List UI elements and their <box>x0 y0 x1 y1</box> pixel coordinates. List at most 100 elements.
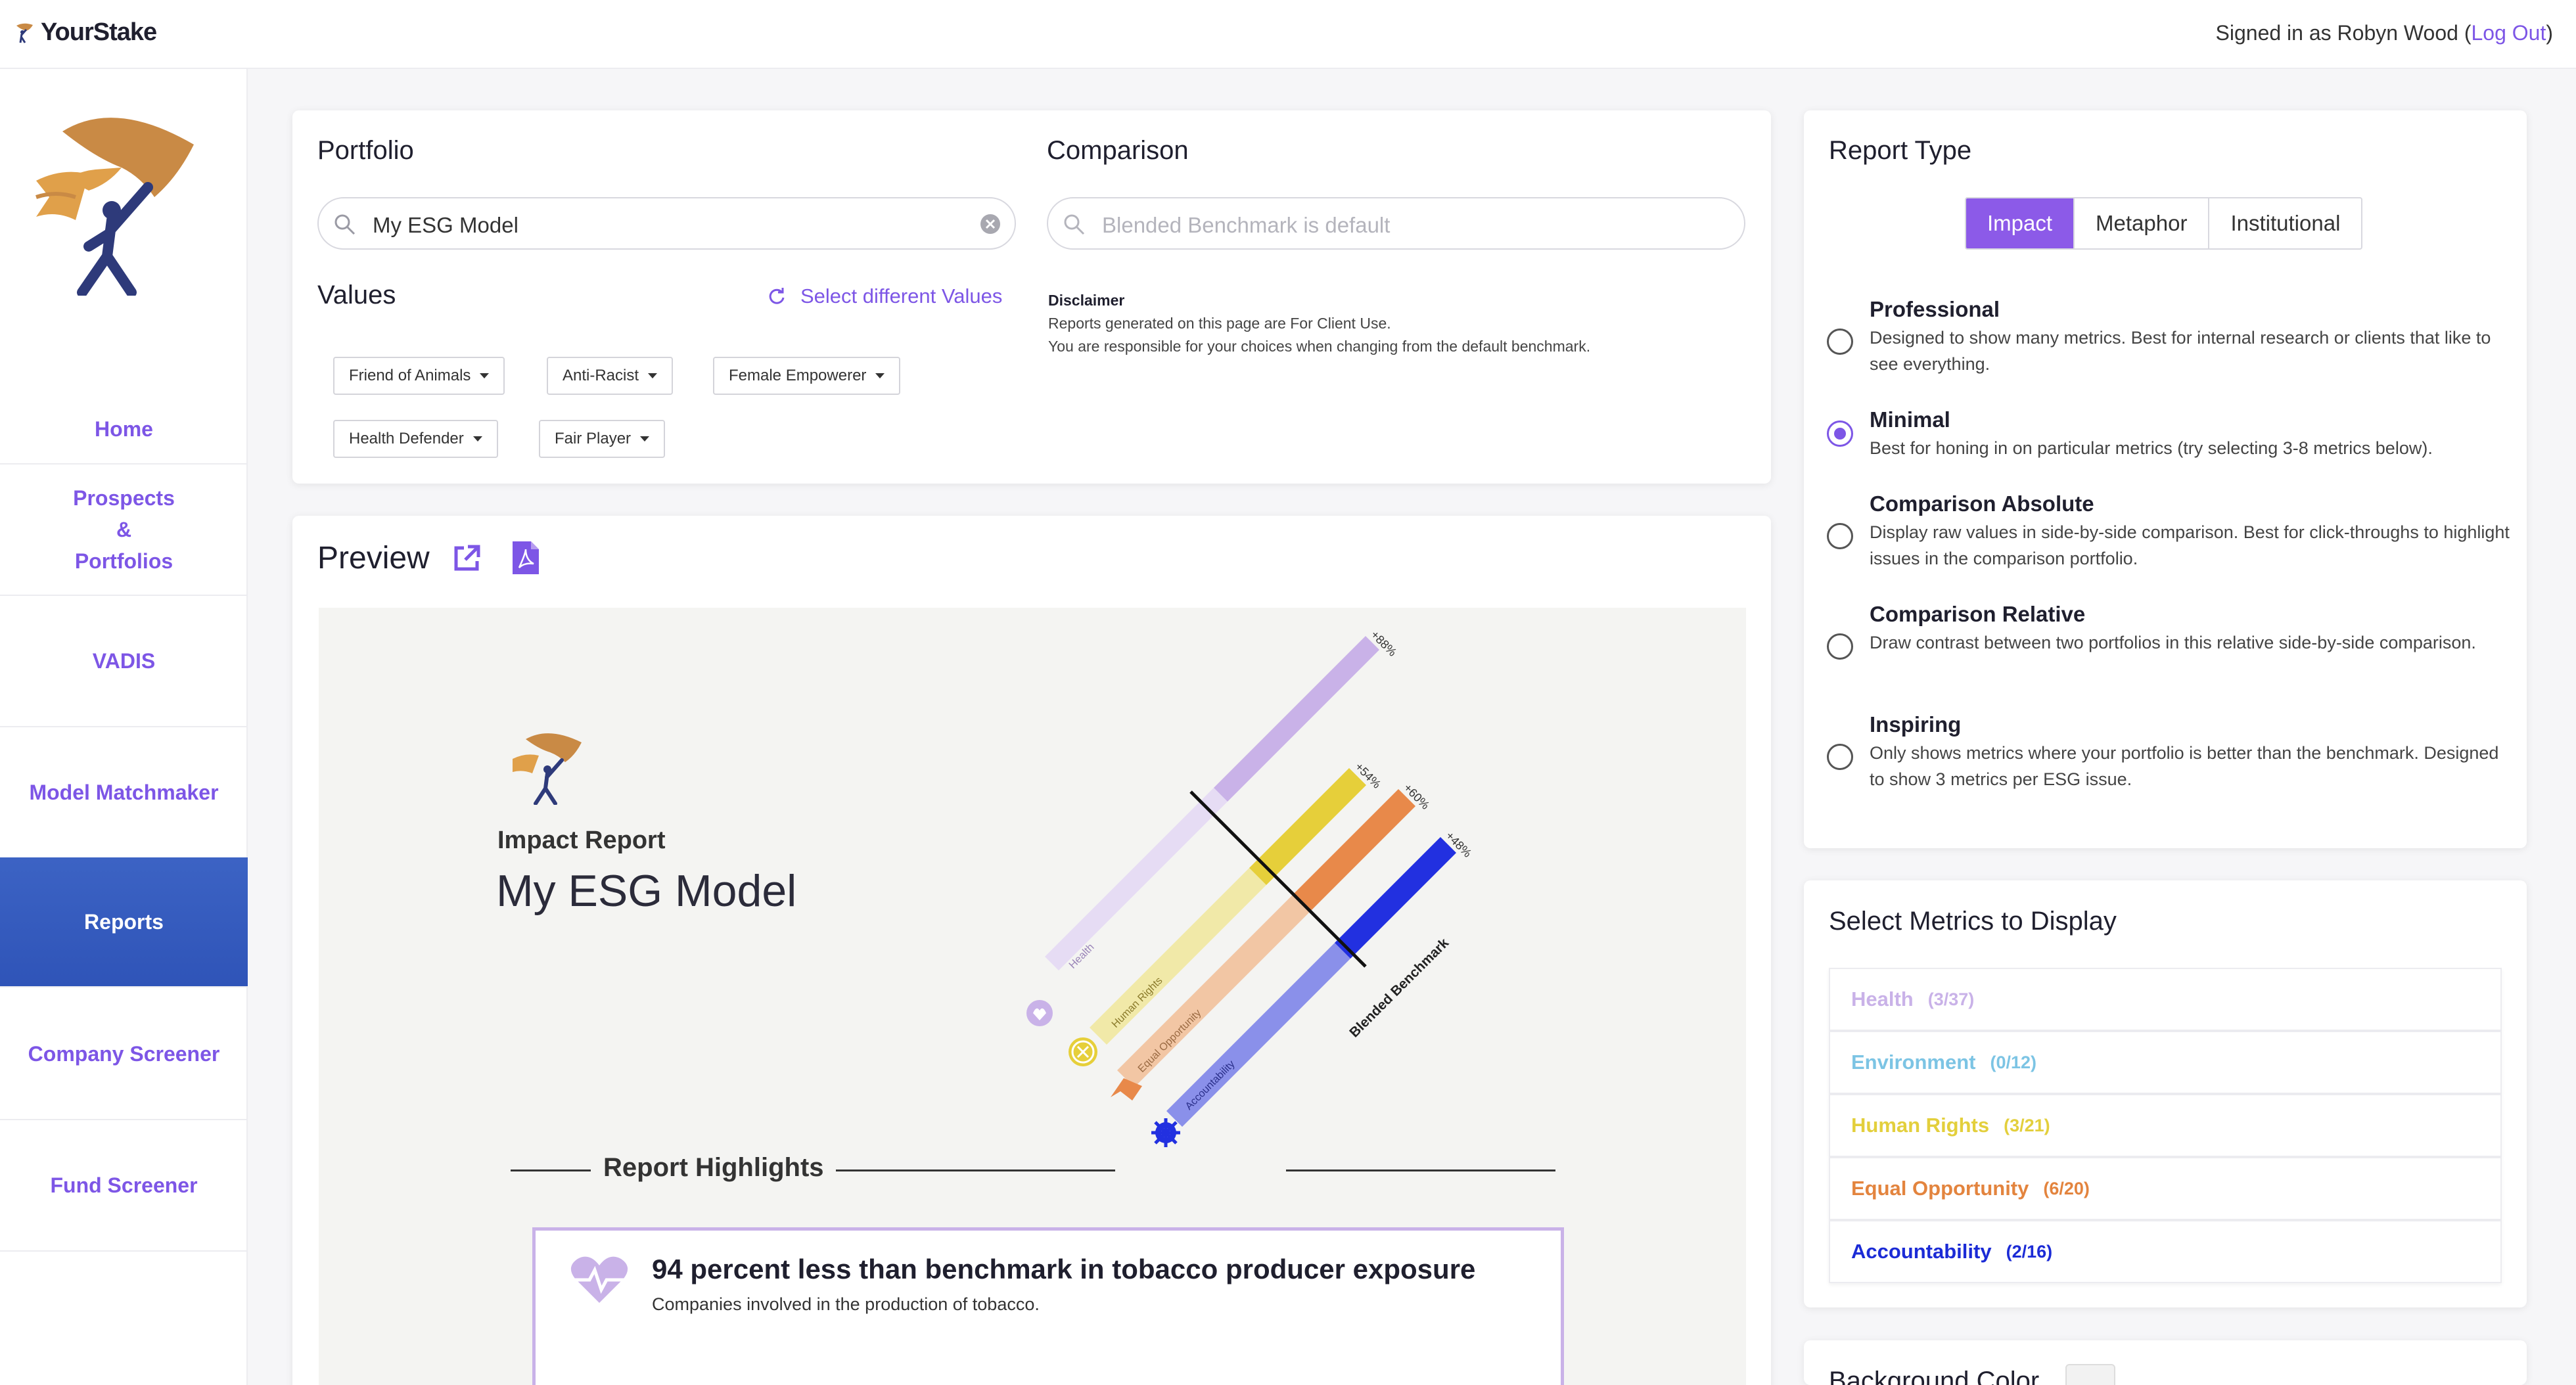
value-chip-health-defender[interactable]: Health Defender <box>333 420 498 458</box>
radio-inspiring[interactable] <box>1827 744 1853 770</box>
values-title: Values <box>317 281 396 309</box>
sidebar-item-home[interactable]: Home <box>0 394 248 465</box>
yourstake-logo-icon <box>16 23 33 43</box>
impact-chart: Health +88% Human Rights +54% Equal Oppo… <box>1026 628 1474 1147</box>
metric-count: (0/12) <box>1990 1052 2037 1072</box>
clear-icon[interactable] <box>979 213 1001 235</box>
option-desc: Draw contrast between two portfolios in … <box>1870 633 2476 652</box>
metric-label: Equal Opportunity <box>1851 1177 2029 1200</box>
report-highlights-title: Report Highlights <box>603 1153 824 1182</box>
heart-pulse-icon <box>570 1256 628 1303</box>
caret-down-icon <box>875 373 885 378</box>
background-color-title: Background Color <box>1829 1367 2040 1385</box>
radio-minimal[interactable] <box>1827 420 1853 447</box>
human-rights-issue-icon <box>1069 1037 1097 1066</box>
chip-label: Health Defender <box>349 430 464 447</box>
option-title: Comparison Absolute <box>1870 491 2094 516</box>
disclaimer-title: Disclaimer <box>1048 292 1125 309</box>
highlight-subtext: Companies involved in the production of … <box>652 1294 1040 1314</box>
divider-line <box>836 1169 1115 1171</box>
portfolio-search-value: My ESG Model <box>373 213 518 237</box>
tab-impact[interactable]: Impact <box>1966 198 2075 248</box>
tab-institutional[interactable]: Institutional <box>2230 211 2341 235</box>
health-issue-icon <box>1026 1000 1053 1026</box>
report-type-tabs: Impact Metaphor Institutional <box>1965 197 2363 250</box>
sidebar-item-prospects-portfolios[interactable]: Prospects & Portfolios <box>0 465 248 596</box>
signed-in-suffix: ) <box>2546 21 2553 45</box>
portfolio-search-input[interactable]: My ESG Model <box>317 197 1016 250</box>
tab-metaphor[interactable]: Metaphor <box>2075 198 2210 248</box>
caret-down-icon <box>472 436 482 442</box>
comparison-title: Comparison <box>1047 136 1189 165</box>
chip-label: Friend of Animals <box>349 367 471 384</box>
benchmark-line <box>1189 790 1367 968</box>
value-chip-anti-racist[interactable]: Anti-Racist <box>547 357 674 395</box>
bar-health-benchmark <box>1214 636 1379 802</box>
bar-human-rights-benchmark <box>1249 768 1366 885</box>
value-chip-fair-player[interactable]: Fair Player <box>539 420 666 458</box>
sidebar-item-fund-screener[interactable]: Fund Screener <box>0 1120 248 1252</box>
bar-equal-opportunity-portfolio <box>1117 895 1310 1087</box>
bar-equal-opportunity: Equal Opportunity +60% <box>1117 781 1432 1087</box>
bar-human-rights-portfolio <box>1090 868 1266 1045</box>
option-desc: Display raw values in side-by-side compa… <box>1870 522 2510 568</box>
report-preview-canvas: Impact Report My ESG Model Health +88% H… <box>319 608 1746 1385</box>
option-desc: Designed to show many metrics. Best for … <box>1870 328 2491 374</box>
preview-title: Preview <box>317 541 430 576</box>
brand[interactable]: YourStake <box>13 18 157 47</box>
caret-down-icon <box>480 373 490 378</box>
top-bar: YourStake Signed in as Robyn Wood (Log O… <box>0 0 2576 69</box>
background-color-swatch[interactable] <box>2065 1364 2115 1385</box>
metric-label: Health <box>1851 988 1914 1010</box>
logout-link[interactable]: Log Out <box>2471 21 2546 45</box>
metric-group-equal-opportunity[interactable]: Equal Opportunity (6/20) <box>1829 1157 2502 1220</box>
pdf-icon[interactable] <box>511 540 540 576</box>
open-external-icon[interactable] <box>451 543 482 574</box>
option-title: Inspiring <box>1870 712 1962 737</box>
bar-accountability-portfolio <box>1166 943 1350 1127</box>
option-title: Professional <box>1870 297 2000 321</box>
equal-opportunity-issue-icon <box>1111 1078 1142 1101</box>
metric-group-accountability[interactable]: Accountability (2/16) <box>1829 1220 2502 1283</box>
value-chip-friend-of-animals[interactable]: Friend of Animals <box>333 357 505 395</box>
sidebar-item-reports[interactable]: Reports <box>0 857 248 988</box>
sidebar-item-model-matchmaker[interactable]: Model Matchmaker <box>0 727 248 859</box>
sidebar-item-vadis[interactable]: VADIS <box>0 596 248 727</box>
benchmark-label: Blended Benchmark <box>1346 935 1452 1040</box>
metric-group-health[interactable]: Health (3/37) <box>1829 968 2502 1031</box>
report-type-title: Report Type <box>1829 136 1972 165</box>
value-chip-female-empowerer[interactable]: Female Empowerer <box>713 357 901 395</box>
disclaimer-line-1: Reports generated on this page are For C… <box>1048 315 1391 332</box>
sidebar-item-company-screener[interactable]: Company Screener <box>0 989 248 1120</box>
bar-health-portfolio <box>1045 788 1228 970</box>
metric-count: (3/37) <box>1927 989 1975 1009</box>
radio-comparison-relative[interactable] <box>1827 633 1853 660</box>
divider-line <box>1286 1169 1555 1171</box>
highlight-text: 94 percent less than benchmark in tobacc… <box>652 1254 1476 1284</box>
metric-count: (3/21) <box>2004 1115 2050 1135</box>
caret-down-icon <box>640 436 650 442</box>
radio-professional[interactable] <box>1827 329 1853 355</box>
brand-name: YourStake <box>41 18 157 46</box>
bar-label-accountability: Accountability <box>1184 1058 1237 1112</box>
caret-down-icon <box>648 373 658 378</box>
comparison-placeholder: Blended Benchmark is default <box>1102 213 1391 237</box>
accountability-issue-icon <box>1151 1118 1180 1147</box>
signed-in-status: Signed in as Robyn Wood (Log Out) <box>2216 21 2553 45</box>
radio-comparison-absolute[interactable] <box>1827 523 1853 549</box>
comparison-search-input[interactable]: Blended Benchmark is default <box>1047 197 1745 250</box>
highlight-card: 94 percent less than benchmark in tobacc… <box>532 1227 1564 1385</box>
chip-label: Fair Player <box>555 430 632 447</box>
report-subtitle: Impact Report <box>497 827 666 854</box>
metric-count: (6/20) <box>2043 1178 2090 1198</box>
metric-group-environment[interactable]: Environment (0/12) <box>1829 1031 2502 1094</box>
metric-group-human-rights[interactable]: Human Rights (3/21) <box>1829 1094 2502 1157</box>
bar-equal-opportunity-benchmark <box>1293 789 1415 912</box>
chip-label: Female Empowerer <box>729 367 867 384</box>
disclaimer: Disclaimer Reports generated on this pag… <box>1048 289 1590 358</box>
disclaimer-line-2: You are responsible for your choices whe… <box>1048 338 1591 355</box>
report-title: My ESG Model <box>496 866 797 916</box>
metric-label: Environment <box>1851 1051 1976 1074</box>
select-different-values-button[interactable]: Select different Values <box>768 284 1002 308</box>
bar-label-equal-opportunity: Equal Opportunity <box>1136 1007 1204 1075</box>
